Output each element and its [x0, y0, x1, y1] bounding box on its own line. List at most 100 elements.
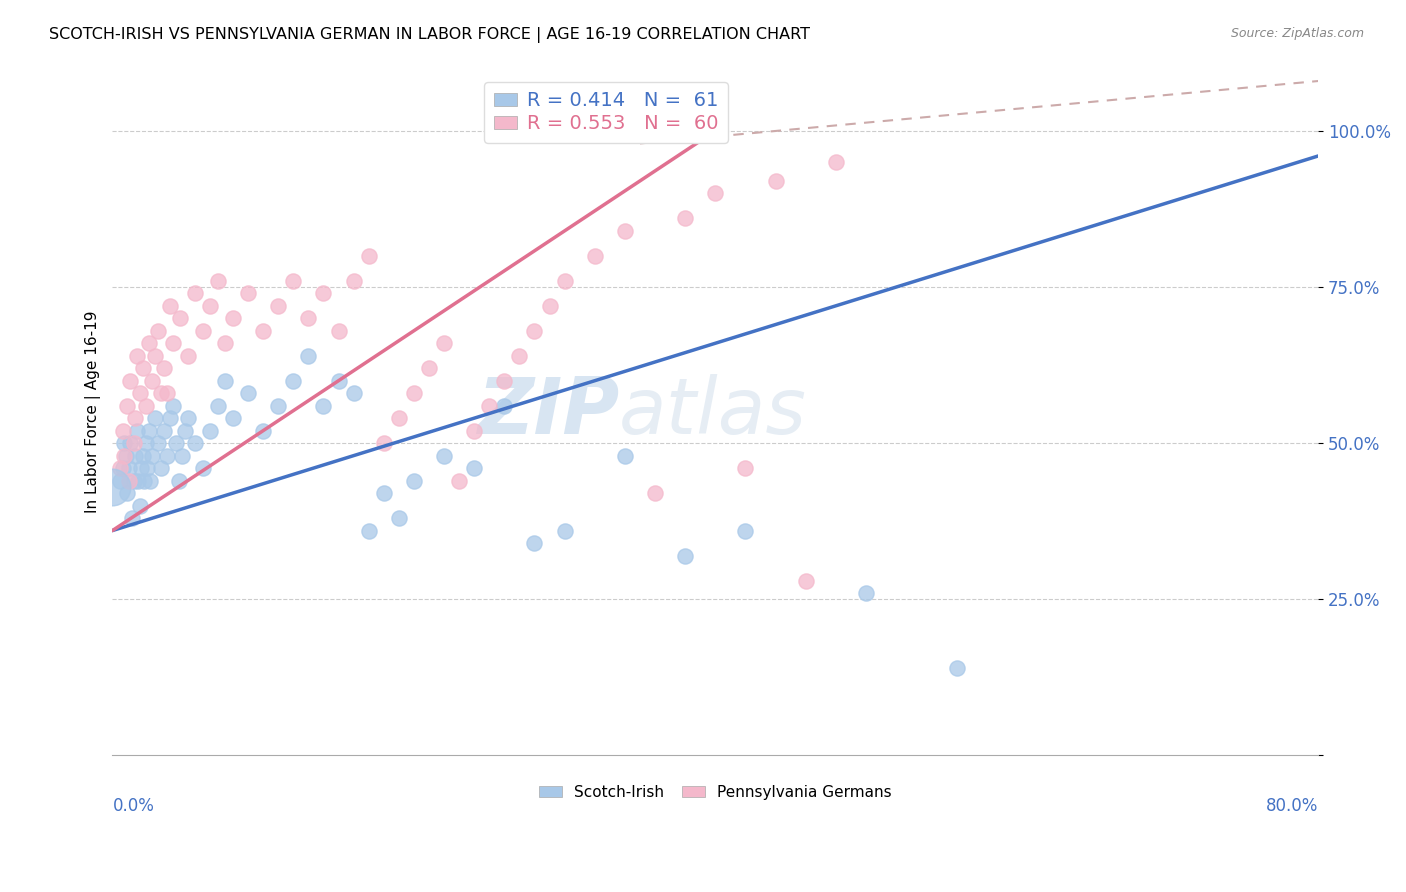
Point: [124, 449, 146, 463]
Point: [170, 449, 193, 463]
Point: [214, 374, 236, 388]
Point: [613, 449, 636, 463]
Point: [128, 499, 150, 513]
Point: [122, 474, 145, 488]
Point: [101, 480, 124, 494]
Point: [165, 436, 187, 450]
Text: Source: ZipAtlas.com: Source: ZipAtlas.com: [1230, 27, 1364, 40]
Point: [146, 324, 169, 338]
Point: [149, 461, 172, 475]
Point: [127, 474, 149, 488]
Text: 0.0%: 0.0%: [112, 797, 155, 814]
Point: [120, 374, 142, 388]
Point: [184, 436, 207, 450]
Point: [139, 474, 162, 488]
Point: [508, 349, 530, 363]
Point: [673, 549, 696, 563]
Point: [283, 274, 305, 288]
Point: [342, 274, 364, 288]
Point: [191, 461, 214, 475]
Point: [169, 311, 191, 326]
Point: [114, 436, 136, 450]
Point: [494, 374, 516, 388]
Point: [124, 411, 146, 425]
Point: [191, 324, 214, 338]
Point: [312, 286, 335, 301]
Point: [945, 661, 967, 675]
Point: [538, 299, 561, 313]
Point: [108, 461, 131, 475]
Point: [118, 461, 141, 475]
Point: [115, 449, 138, 463]
Point: [125, 424, 148, 438]
Point: [135, 436, 157, 450]
Point: [734, 461, 756, 475]
Point: [222, 311, 245, 326]
Point: [236, 386, 259, 401]
Point: [418, 361, 440, 376]
Point: [357, 249, 380, 263]
Point: [121, 511, 143, 525]
Point: [267, 399, 290, 413]
Point: [177, 349, 200, 363]
Point: [111, 461, 134, 475]
Text: atlas: atlas: [619, 374, 807, 450]
Point: [433, 449, 456, 463]
Point: [200, 299, 222, 313]
Point: [554, 524, 576, 538]
Point: [177, 411, 200, 425]
Point: [765, 174, 787, 188]
Point: [328, 324, 350, 338]
Point: [149, 386, 172, 401]
Point: [613, 224, 636, 238]
Point: [136, 461, 159, 475]
Point: [207, 399, 229, 413]
Point: [297, 311, 319, 326]
Point: [141, 374, 163, 388]
Text: SCOTCH-IRISH VS PENNSYLVANIA GERMAN IN LABOR FORCE | AGE 16-19 CORRELATION CHART: SCOTCH-IRISH VS PENNSYLVANIA GERMAN IN L…: [49, 27, 810, 43]
Point: [131, 361, 153, 376]
Point: [583, 249, 606, 263]
Legend: Scotch-Irish, Pennsylvania Germans: Scotch-Irish, Pennsylvania Germans: [533, 779, 898, 806]
Point: [128, 386, 150, 401]
Point: [283, 374, 305, 388]
Point: [825, 155, 848, 169]
Point: [143, 411, 166, 425]
Point: [173, 424, 195, 438]
Point: [433, 336, 456, 351]
Point: [117, 486, 139, 500]
Point: [463, 424, 485, 438]
Point: [523, 324, 546, 338]
Point: [138, 336, 160, 351]
Point: [111, 424, 134, 438]
Text: 80.0%: 80.0%: [1265, 797, 1319, 814]
Point: [297, 349, 319, 363]
Point: [402, 386, 425, 401]
Point: [122, 436, 145, 450]
Point: [463, 461, 485, 475]
Point: [252, 424, 274, 438]
Text: ZIP: ZIP: [477, 374, 619, 450]
Point: [132, 474, 155, 488]
Point: [267, 299, 290, 313]
Point: [159, 411, 181, 425]
Point: [794, 574, 817, 588]
Point: [734, 524, 756, 538]
Point: [222, 411, 245, 425]
Point: [135, 399, 157, 413]
Point: [131, 449, 153, 463]
Point: [114, 449, 136, 463]
Point: [162, 336, 184, 351]
Point: [373, 436, 395, 450]
Point: [402, 474, 425, 488]
Point: [120, 436, 142, 450]
Point: [152, 361, 174, 376]
Point: [478, 399, 501, 413]
Point: [673, 211, 696, 226]
Point: [494, 399, 516, 413]
Point: [146, 436, 169, 450]
Point: [357, 524, 380, 538]
Point: [449, 474, 471, 488]
Point: [159, 299, 181, 313]
Point: [129, 461, 152, 475]
